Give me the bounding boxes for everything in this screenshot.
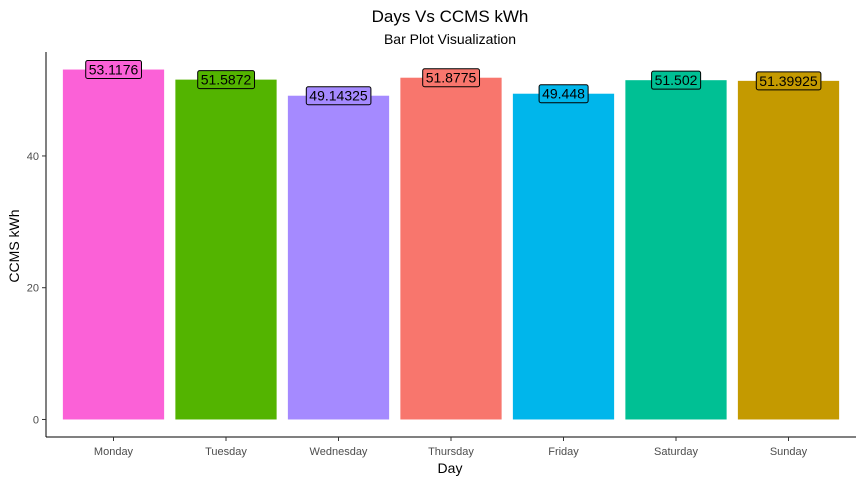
value-label-box [422,68,481,88]
value-label-box [755,71,822,91]
value-label-tuesday: 51.5872 [197,70,256,90]
x-tick-label-thursday: Thursday [428,446,474,458]
value-labels-layer: 53.1176 51.5872 49.14325 51.8775 49.448 51.50… [85,60,822,106]
value-label-friday: 49.448 [538,84,589,104]
x-tick-label-saturday: Saturday [654,446,699,458]
bar-monday [62,69,165,420]
value-label-saturday: 51.502 [651,70,702,90]
chart-title: Days Vs CCMS kWh [372,7,529,26]
bars-layer [62,69,840,420]
value-label-text: 53.1176 [89,62,139,78]
value-label-text: 49.14325 [309,88,368,104]
x-tick-label-monday: Monday [94,446,134,458]
value-label-monday: 53.1176 [85,60,142,80]
value-label-text: 49.448 [542,86,585,102]
value-label-box [85,60,142,80]
bar-wednesday [287,95,390,420]
value-label-text: 51.39925 [759,73,818,89]
value-label-text: 51.502 [655,72,698,88]
x-ticks-layer: Monday Tuesday Wednesday Thursday Friday Satu… [94,437,808,458]
x-tick-label-tuesday: Tuesday [205,446,247,458]
value-label-text: 51.8775 [426,70,477,86]
y-tick-label-20: 20 [27,283,39,295]
x-tick-label-friday: Friday [548,446,579,458]
bar-tuesday [175,79,277,420]
value-label-box [538,84,589,104]
value-label-text: 51.5872 [201,72,252,88]
x-axis-title: Day [438,460,463,476]
chart-subtitle: Bar Plot Visualization [384,31,516,47]
value-label-thursday: 51.8775 [422,68,481,88]
bar-thursday [400,77,502,420]
y-ticks-layer: 0 20 40 [27,151,46,426]
value-label-box [305,86,372,106]
x-tick-label-sunday: Sunday [770,446,808,458]
bar-sunday [737,80,840,420]
value-label-box [651,70,702,90]
value-label-wednesday: 49.14325 [305,86,372,106]
value-label-sunday: 51.39925 [755,71,822,91]
y-tick-label-40: 40 [27,151,39,163]
y-tick-label-0: 0 [33,414,39,426]
bar-friday [512,93,615,420]
value-label-box [197,70,256,90]
bar-saturday [625,80,727,420]
y-axis-title: CCMS kWh [6,209,22,282]
x-tick-label-wednesday: Wednesday [310,446,368,458]
